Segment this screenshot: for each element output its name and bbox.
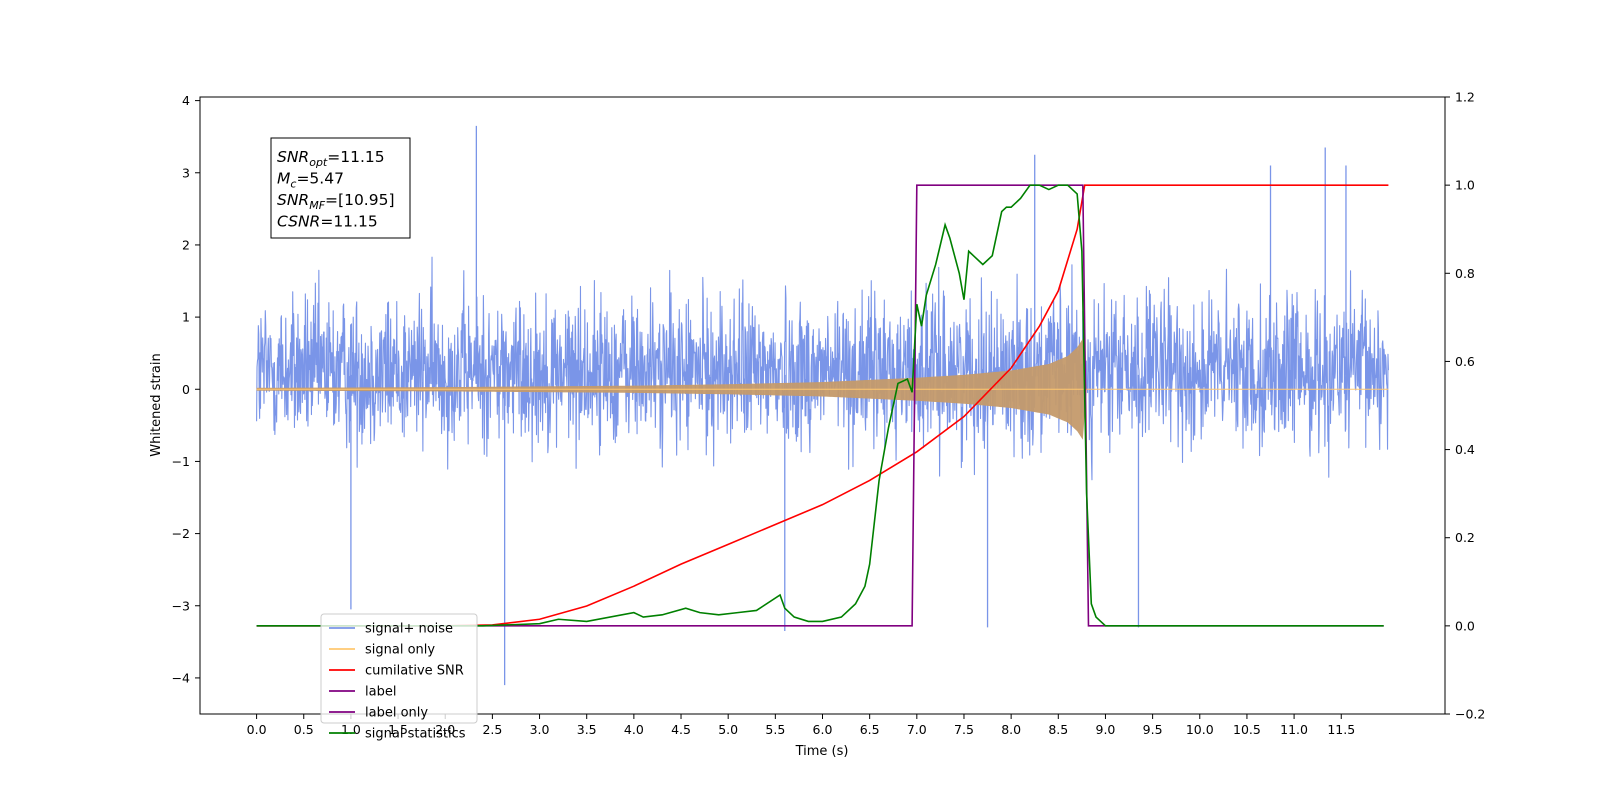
x-tick-label: 8.5 xyxy=(1048,722,1068,737)
x-tick-label: 8.0 xyxy=(1001,722,1021,737)
y-left-tick-label: −3 xyxy=(172,598,190,613)
noise-peaks xyxy=(350,125,1347,686)
x-tick-label: 6.0 xyxy=(813,722,833,737)
x-tick-label: 0.0 xyxy=(247,722,267,737)
info-line: Mc=5.47 xyxy=(277,170,344,191)
info-box-frame xyxy=(270,137,411,239)
x-tick-label: 5.5 xyxy=(765,722,785,737)
series-signal-noise-line xyxy=(256,256,1389,481)
y-left-tick-label: 4 xyxy=(182,93,190,108)
y-left-tick-label: −1 xyxy=(172,454,190,469)
legend-label: signal+ noise xyxy=(365,622,453,637)
y-left-tick-label: 2 xyxy=(182,237,190,252)
y-axis-left: −4 −3 −2 −1 0 1 2 3 4 xyxy=(172,93,200,685)
x-axis-label: Time (s) xyxy=(795,744,849,759)
y-right-tick-label: 0.0 xyxy=(1455,618,1475,633)
x-tick-label: 1.0 xyxy=(341,722,361,737)
x-tick-label: 0.5 xyxy=(294,722,314,737)
x-tick-label: 7.5 xyxy=(954,722,974,737)
y-right-tick-label: 0.4 xyxy=(1455,442,1475,457)
x-tick-label: 3.5 xyxy=(577,722,597,737)
legend-label: signal only xyxy=(365,643,435,658)
legend-label: signal statistics xyxy=(365,727,466,742)
y-left-tick-label: −2 xyxy=(172,526,190,541)
y-right-tick-label: −0.2 xyxy=(1455,707,1485,722)
info-line: SNRopt=11.15 xyxy=(277,148,385,169)
series-signal-statistics-line xyxy=(256,184,1384,627)
legend: signal+ noise signal only cumilative SNR la… xyxy=(320,613,478,742)
x-tick-label: 11.0 xyxy=(1280,722,1308,737)
x-tick-label: 1.5 xyxy=(388,722,408,737)
legend-label: label only xyxy=(365,706,428,721)
series-cumulative-snr-line xyxy=(256,184,1389,627)
legend-frame xyxy=(320,613,478,724)
y-right-tick-label: 1.2 xyxy=(1455,90,1475,105)
x-tick-label: 2.0 xyxy=(435,722,455,737)
y-left-tick-label: 0 xyxy=(182,382,190,397)
y-left-tick-label: 3 xyxy=(182,165,190,180)
y-right-tick-label: 1.0 xyxy=(1455,178,1475,193)
y-axis-right: −0.2 0.0 0.2 0.4 0.6 0.8 1.0 1.2 xyxy=(1445,90,1485,722)
y-right-tick-label: 0.8 xyxy=(1455,266,1475,281)
x-tick-label: 4.0 xyxy=(624,722,644,737)
legend-label: label xyxy=(365,685,396,700)
plot-area xyxy=(256,125,1389,686)
y-left-tick-label: 1 xyxy=(182,310,190,325)
x-tick-label: 2.5 xyxy=(482,722,502,737)
y-axis-left-label: Whitened strain xyxy=(149,353,164,456)
x-axis: 0.0 0.5 1.0 1.5 2.0 2.5 3.0 3.5 4.0 4.5 5.0 5.5 6.0 6… xyxy=(247,714,1355,737)
legend-label: cumilative SNR xyxy=(365,664,464,679)
info-line: SNRMF=[10.95] xyxy=(277,191,395,212)
x-tick-label: 10.5 xyxy=(1233,722,1261,737)
info-box: SNRopt=11.15Mc=5.47SNRMF=[10.95]CSNR=11.… xyxy=(270,137,411,239)
info-line: CSNR=11.15 xyxy=(277,213,378,231)
y-left-tick-label: −4 xyxy=(172,670,190,685)
x-tick-label: 4.5 xyxy=(671,722,691,737)
x-tick-label: 11.5 xyxy=(1327,722,1355,737)
x-tick-label: 7.0 xyxy=(907,722,927,737)
x-tick-label: 9.5 xyxy=(1143,722,1163,737)
y-right-tick-label: 0.2 xyxy=(1455,530,1475,545)
x-tick-label: 3.0 xyxy=(530,722,550,737)
x-tick-label: 6.5 xyxy=(860,722,880,737)
y-right-tick-label: 0.6 xyxy=(1455,354,1475,369)
x-tick-label: 5.0 xyxy=(718,722,738,737)
x-tick-label: 9.0 xyxy=(1096,722,1116,737)
x-tick-label: 10.0 xyxy=(1186,722,1214,737)
